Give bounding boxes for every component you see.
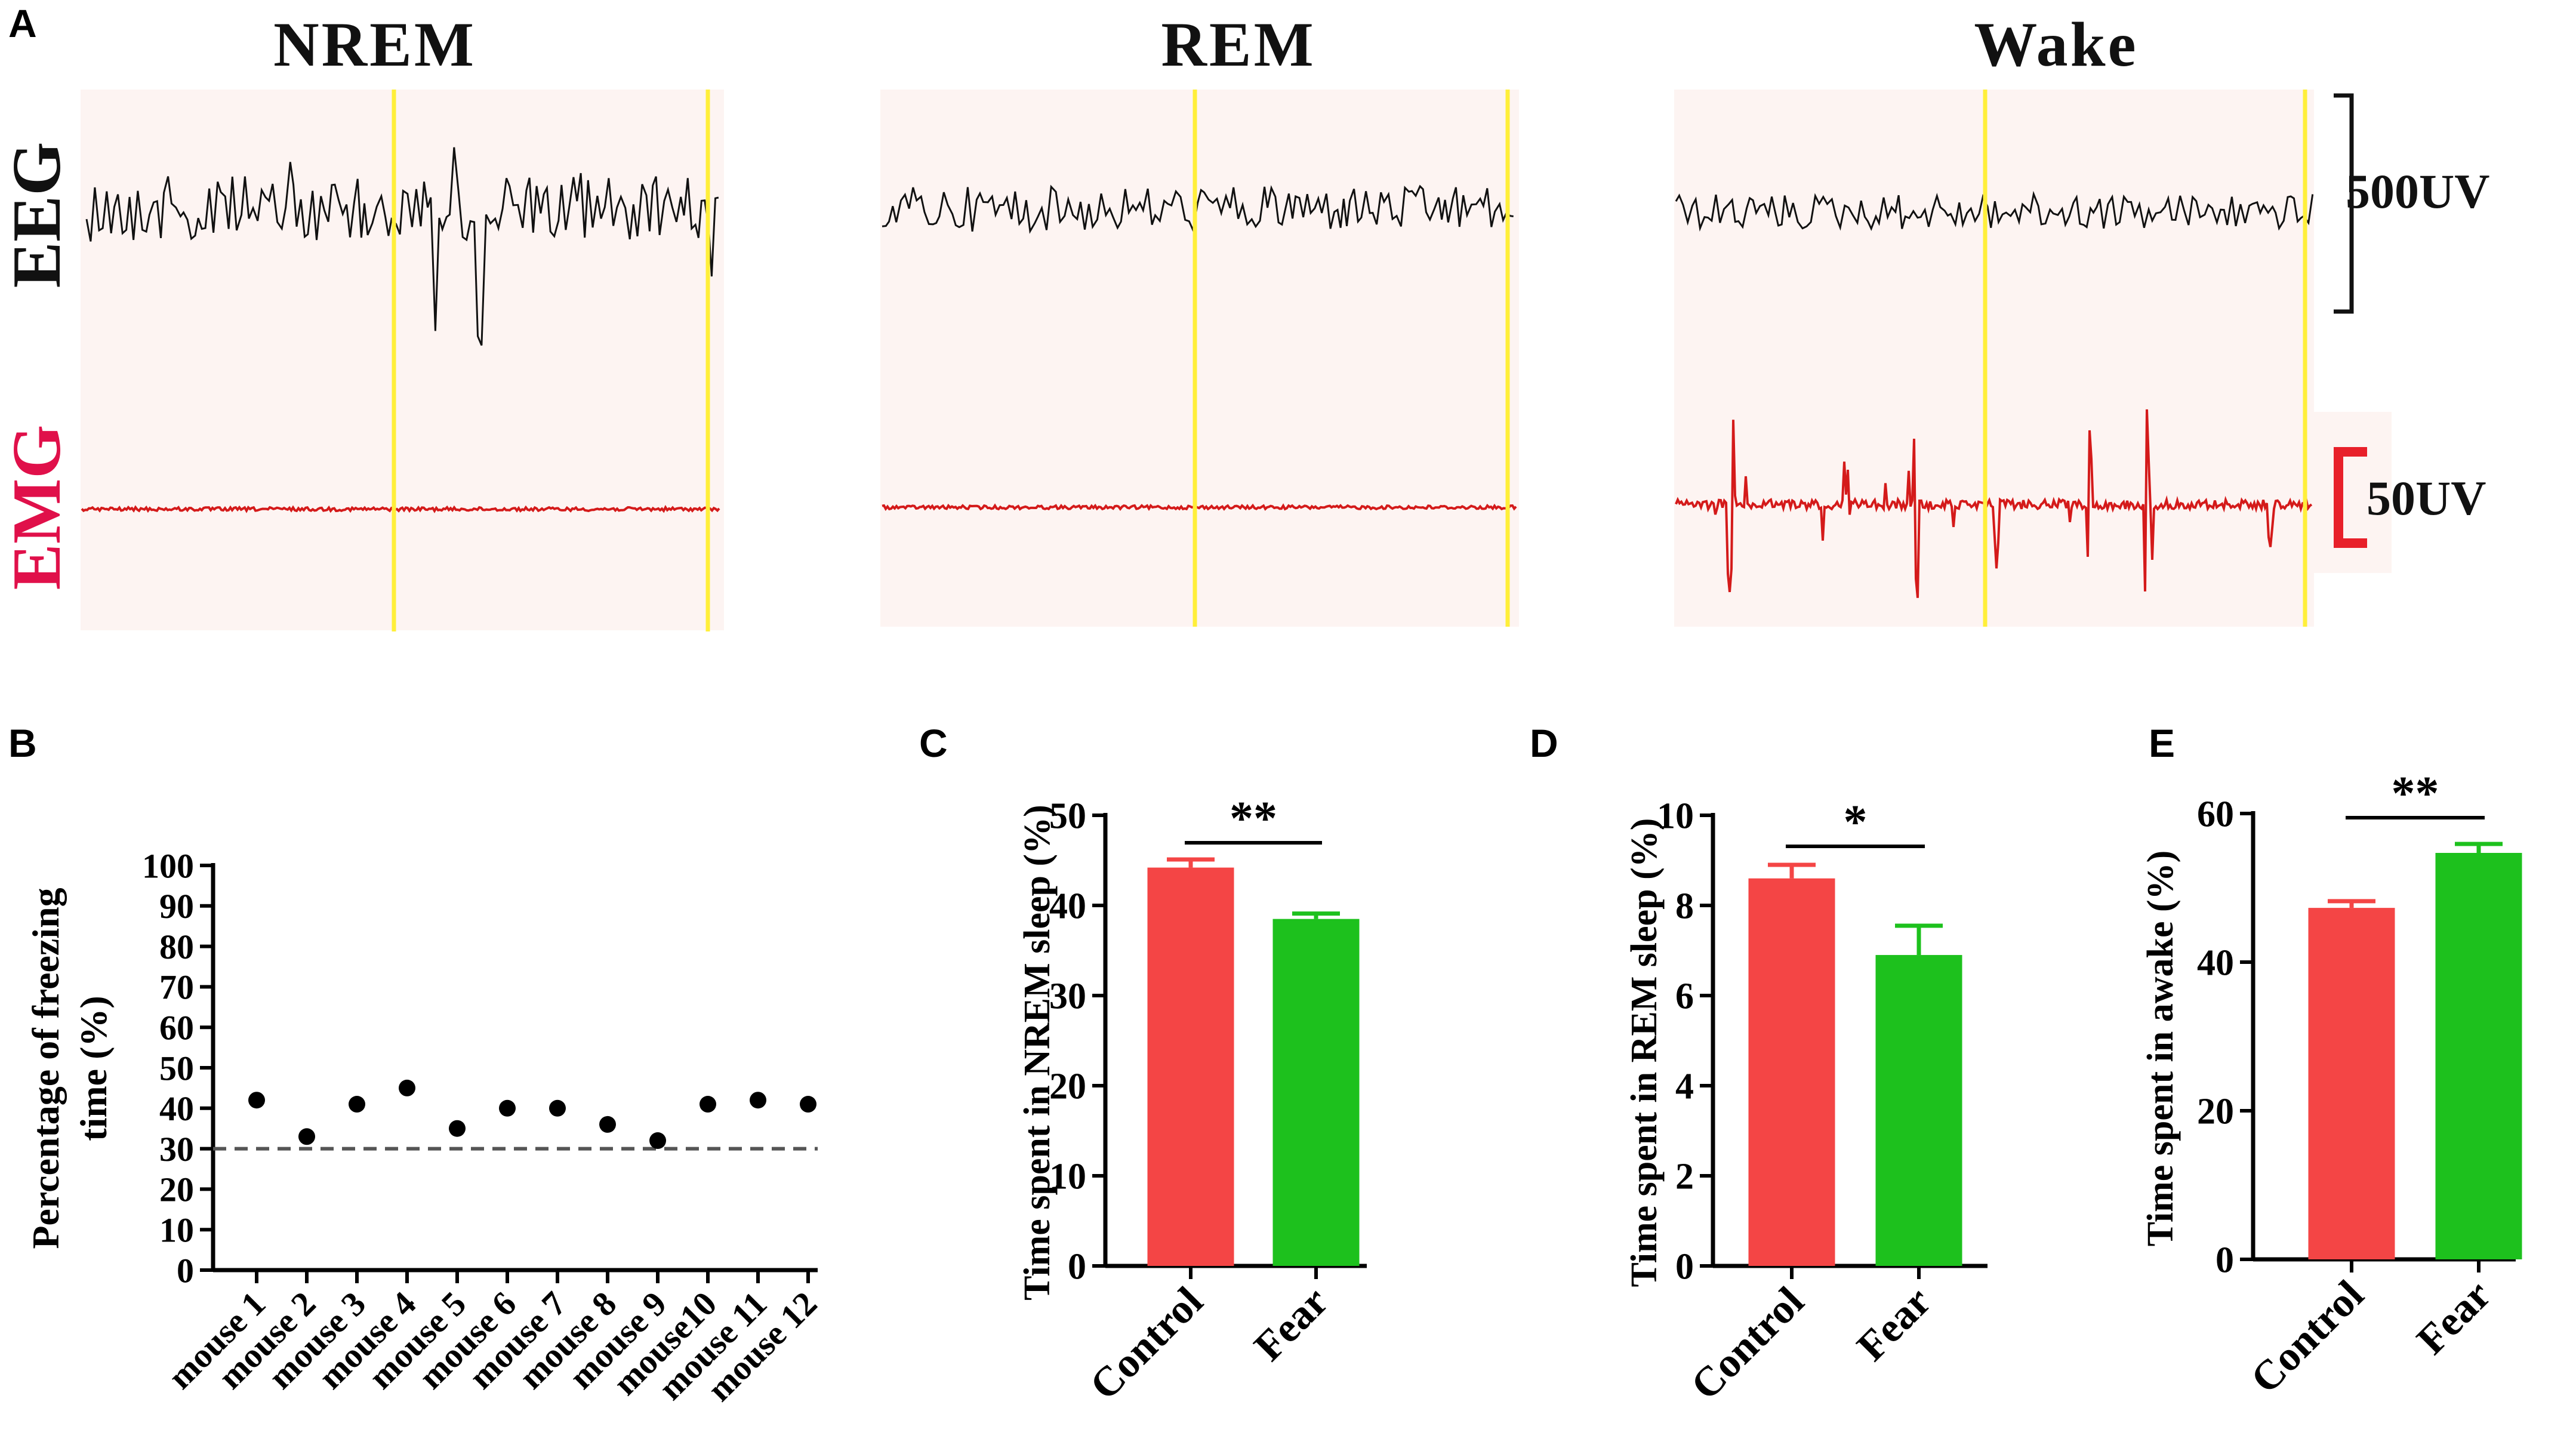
y-tick-label: 100 [142,846,194,885]
panel-label: D [1530,721,1558,765]
y-tick-label: 70 [159,968,194,1007]
data-point [750,1092,766,1109]
y-tick-label: 10 [159,1211,194,1250]
section-title-wake: Wake [1974,10,2138,79]
significance-marker: ** [1230,793,1277,845]
emg-trace-nrem [81,505,720,513]
eeg-trace-wake [1675,190,2314,232]
data-point [700,1096,716,1113]
data-point [800,1096,816,1113]
y-tick-label: 20 [2197,1092,2234,1132]
bar-fear [1272,919,1360,1266]
y-tick-label: 20 [159,1170,194,1209]
emg-trace-wake [1675,409,2313,598]
chart-rem-sleep: D 0 2 4 6 8 10 Control Fear * Time spent in REM sl… [1530,721,1988,1409]
y-tick-label: 60 [159,1009,194,1047]
trace-background-rem [880,90,1519,627]
data-point [248,1092,265,1109]
y-tick-label: 10 [1049,1157,1086,1197]
x-tick-label: Control [1683,1278,1813,1409]
significance-marker: ** [2392,768,2439,820]
chart-nrem-sleep: C 0 10 20 30 40 50 Control Fear ** Time spent in N… [919,721,1367,1409]
bar-control [1748,878,1835,1266]
y-tick-label: 40 [2197,943,2234,984]
data-point [399,1079,415,1096]
y-tick-label: 30 [1049,976,1086,1017]
panel-label: E [2149,721,2175,765]
panel-a-label: A [8,1,37,45]
y-tick-label: 90 [159,887,194,926]
y-tick-label: 6 [1675,976,1694,1017]
bar-fear [2435,852,2522,1259]
y-axis-label: Time spent in awake (%) [2140,851,2181,1247]
y-tick-label: 80 [159,928,194,966]
panel-label: B [8,721,37,765]
y-axis-label-line2: time (%) [72,996,115,1141]
y-tick-label: 4 [1675,1067,1694,1107]
y-tick-label: 0 [1675,1247,1694,1287]
x-tick-label: Fear [1246,1278,1337,1370]
signal-traces [81,147,2314,598]
y-tick-label: 50 [159,1049,194,1087]
y-tick-label: 0 [2216,1240,2234,1281]
data-point [599,1116,616,1133]
section-title-rem: REM [1161,10,1315,79]
y-axis-label-line1: Percentage of freezing [24,888,67,1249]
bar-control [2308,908,2395,1259]
data-point [649,1132,666,1150]
panel-label: C [919,721,948,765]
y-tick-label: 30 [159,1130,194,1169]
significance-marker: * [1844,796,1868,849]
y-tick-label: 60 [2197,794,2234,835]
y-tick-label: 2 [1675,1157,1694,1197]
y-axis-label: Time spent in NREM sleep (%) [1017,805,1058,1301]
data-point [549,1099,566,1117]
eeg-scalebar-label: 500UV [2346,164,2489,218]
x-tick-label: Control [1081,1278,1212,1409]
emg-scalebar [2334,447,2367,548]
bar-fear [1875,955,1962,1266]
epoch-markers [392,90,2307,631]
chart-awake: E 0 20 40 60 Control Fear ** Time spent in awake… [2140,721,2522,1402]
x-tick-label: Fear [1848,1278,1940,1370]
emg-scalebar-label: 50UV [2367,471,2486,525]
x-tick-label: Control [2242,1272,2373,1403]
eeg-trace-rem [882,184,1514,234]
trace-background-nrem [81,90,724,630]
y-tick-label: 10 [1657,796,1694,837]
data-point [349,1096,365,1113]
x-tick-label: Fear [2408,1272,2500,1363]
bar-control [1147,867,1234,1266]
eeg-trace-nrem [85,147,719,346]
data-point [499,1099,516,1117]
emg-row-label: EMG [0,424,75,590]
y-axis-label: Time spent in REM sleep (%) [1624,818,1665,1287]
y-tick-label: 20 [1049,1067,1086,1107]
y-tick-label: 50 [1049,796,1086,837]
y-tick-label: 0 [1068,1247,1086,1287]
y-tick-label: 40 [159,1089,194,1128]
eeg-scalebar [2334,93,2354,314]
eeg-row-label: EEG [0,142,75,288]
y-tick-label: 40 [1049,886,1086,927]
data-point [298,1128,315,1145]
y-tick-label: 8 [1675,886,1694,927]
emg-trace-rem [882,503,1517,512]
y-tick-label: 0 [177,1251,194,1290]
trace-panels [81,90,2392,630]
section-title-nrem: NREM [273,10,476,79]
data-point [449,1120,466,1137]
